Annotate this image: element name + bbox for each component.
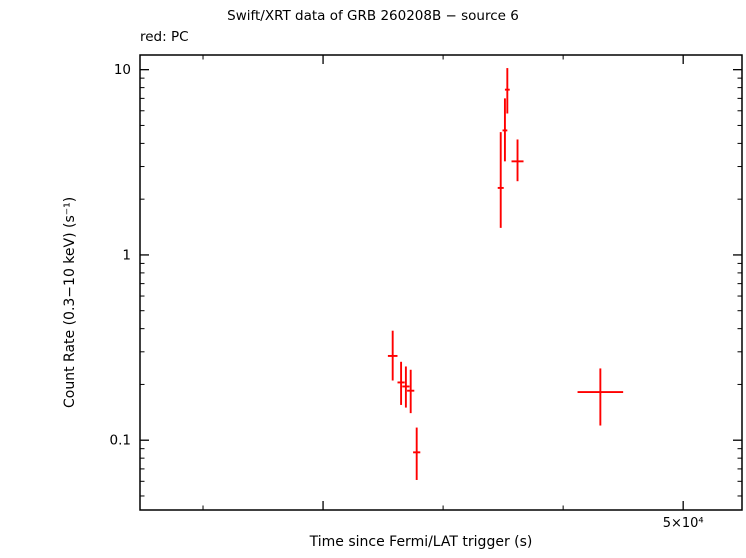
y-tick-label: 0.1 (110, 433, 131, 449)
y-tick-label: 10 (114, 62, 131, 78)
plot-frame (139, 54, 743, 511)
chart-title: Swift/XRT data of GRB 260208B − source 6 (227, 8, 519, 24)
mode-label: red: PC (140, 29, 189, 45)
x-tick-label: 5×10⁴ (663, 516, 704, 531)
x-axis-label: Time since Fermi/LAT trigger (s) (309, 534, 533, 550)
y-tick-label: 1 (122, 247, 131, 263)
